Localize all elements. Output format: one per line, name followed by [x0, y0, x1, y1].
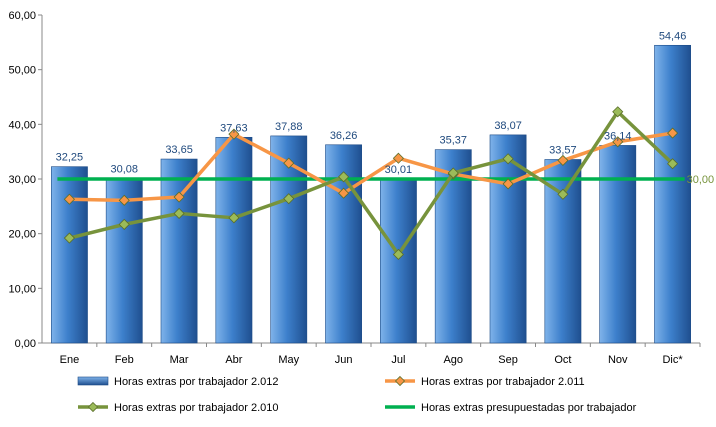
- line-series: [63, 106, 679, 261]
- bar: [599, 145, 637, 344]
- bar-data-label: 30,01: [385, 164, 413, 176]
- series-2010-marker: [338, 171, 350, 183]
- series-2011-marker: [667, 127, 679, 139]
- series-2011-marker: [612, 136, 624, 148]
- bar-data-label: 38,07: [494, 120, 522, 132]
- series-2011-marker: [63, 193, 75, 205]
- series-2010-marker: [612, 106, 624, 118]
- series-2010-marker: [283, 193, 295, 205]
- bar-data-label: 33,57: [549, 144, 577, 156]
- bar-data-label: 30,08: [110, 164, 138, 176]
- series-2010-marker: [228, 212, 240, 224]
- legend-label: Horas extras presupuestadas por trabajad…: [421, 402, 637, 414]
- bar-data-label: 36,26: [330, 130, 358, 142]
- series-2011-line: [69, 131, 673, 203]
- bar: [51, 166, 88, 344]
- series-2010-marker: [173, 207, 185, 220]
- x-tick-label: Sep: [498, 354, 518, 366]
- series-2011-marker: [228, 128, 240, 140]
- bar-data-label: 35,37: [439, 135, 467, 147]
- bar: [380, 178, 417, 344]
- bar: [105, 178, 143, 344]
- series-2011-marker: [338, 187, 350, 199]
- x-tick-label: May: [278, 354, 299, 366]
- y-tick-label: 20,00: [8, 229, 36, 241]
- legend-label: Horas extras por trabajador 2.012: [114, 376, 278, 388]
- y-tick-label: 40,00: [8, 119, 36, 131]
- series-2010-marker: [667, 158, 679, 170]
- y-tick-label: 30,00: [8, 174, 36, 186]
- x-tick-label: Feb: [115, 354, 134, 366]
- series-2011-marker: [557, 154, 569, 166]
- bar-data-label: 37,63: [220, 122, 248, 134]
- series-2010-marker: [392, 248, 404, 261]
- series-2010-line: [68, 110, 674, 257]
- bar-data-label: 36,14: [604, 130, 632, 142]
- bar-data-label: 54,46: [659, 30, 687, 42]
- x-tick-label: Jun: [335, 354, 353, 366]
- legend-swatch-bar: [77, 376, 109, 386]
- x-tick-label: Ene: [60, 354, 80, 366]
- series-2010-marker: [557, 188, 569, 200]
- y-tick-label: 50,00: [8, 65, 36, 77]
- bar: [160, 158, 198, 344]
- series-2011-marker: [118, 194, 130, 206]
- x-tick-label: Ago: [443, 354, 463, 366]
- legend-label: Horas extras por trabajador 2.010: [114, 402, 278, 414]
- series-2011-marker: [283, 157, 295, 169]
- series-2011-marker: [173, 191, 185, 203]
- x-tick-label: Dic*: [662, 354, 683, 366]
- bar-data-labels: 32,25 30,08 33,65 37,63 37,88 36,26 30,01 35,37…: [56, 30, 687, 176]
- x-tick-label: Nov: [608, 354, 628, 366]
- legend-swatch-marker: [87, 401, 99, 413]
- bar: [215, 136, 253, 344]
- bar-data-label: 33,65: [165, 144, 193, 156]
- series-2011-marker: [502, 178, 514, 190]
- legend: Horas extras por trabajador 2.012 Horas e…: [77, 375, 637, 414]
- x-tick-label: Jul: [391, 354, 405, 366]
- x-tick-label: Abr: [225, 354, 242, 366]
- budget-series: 30,00: [57, 174, 714, 186]
- bar-data-label: 32,25: [56, 152, 84, 164]
- x-tick-label: Oct: [554, 354, 571, 366]
- series-2010-marker: [118, 218, 130, 230]
- bar: [434, 149, 472, 344]
- axes: 0,00 10,00 20,00 30,00 40,00 50,00 60,00 Ene Feb…: [8, 10, 701, 366]
- bar-series: [51, 44, 691, 344]
- bar-data-label: 37,88: [275, 121, 303, 133]
- y-tick-label: 0,00: [15, 338, 36, 350]
- series-2010-marker: [447, 167, 459, 179]
- legend-swatch-marker: [394, 375, 406, 387]
- y-tick-label: 10,00: [8, 283, 36, 295]
- bar: [489, 134, 527, 344]
- series-2010-marker: [502, 153, 514, 165]
- y-tick-label: 60,00: [8, 10, 36, 22]
- series-2010-marker: [63, 232, 75, 244]
- budget-data-label: 30,00: [687, 174, 715, 186]
- bar: [654, 44, 691, 344]
- legend-label: Horas extras por trabajador 2.011: [421, 376, 585, 388]
- x-tick-label: Mar: [170, 354, 189, 366]
- series-2011-marker: [392, 152, 404, 164]
